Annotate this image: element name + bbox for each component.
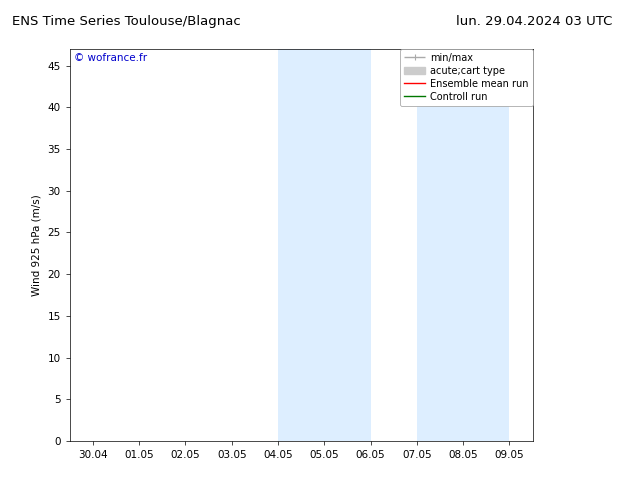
Text: © wofrance.fr: © wofrance.fr (74, 53, 148, 63)
Text: ENS Time Series Toulouse/Blagnac: ENS Time Series Toulouse/Blagnac (13, 15, 241, 28)
Bar (278, 49, 370, 441)
Text: lun. 29.04.2024 03 UTC: lun. 29.04.2024 03 UTC (456, 15, 613, 28)
Y-axis label: Wind 925 hPa (m/s): Wind 925 hPa (m/s) (32, 194, 42, 296)
Bar (417, 49, 510, 441)
Legend: min/max, acute;cart type, Ensemble mean run, Controll run: min/max, acute;cart type, Ensemble mean … (400, 49, 533, 105)
